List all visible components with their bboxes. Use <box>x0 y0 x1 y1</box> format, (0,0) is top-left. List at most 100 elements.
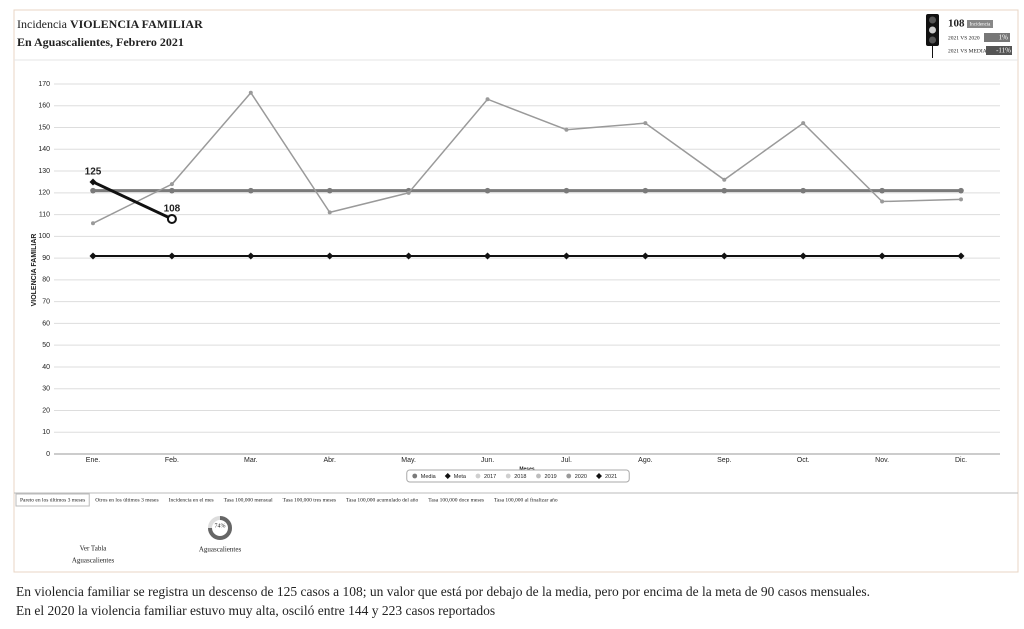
tab[interactable]: Tasa 100,000 doce meses <box>428 497 484 503</box>
marker <box>566 473 572 479</box>
light <box>929 16 936 24</box>
marker <box>643 121 648 126</box>
badge <box>967 20 993 28</box>
legend-label: 2017 <box>484 474 496 480</box>
marker <box>799 252 807 260</box>
marker <box>89 252 97 260</box>
y-tick-label: 130 <box>38 168 50 175</box>
marker <box>642 187 649 194</box>
donut-region: Aguascalientes <box>199 546 242 554</box>
widget-row-label: 2021 VS MEDIA <box>948 48 987 54</box>
marker <box>168 252 176 260</box>
donut-value: 74% <box>215 523 226 529</box>
marker <box>801 121 806 126</box>
marker <box>326 187 333 194</box>
marker <box>166 213 177 224</box>
marker <box>412 473 418 479</box>
tab[interactable]: Otros en los últimos 3 meses <box>95 497 158 503</box>
data-label: 125 <box>85 167 102 178</box>
marker <box>91 221 95 226</box>
badge-text: Incidencia <box>970 23 992 28</box>
marker <box>247 252 255 260</box>
legend-label: 2018 <box>514 474 526 480</box>
tab[interactable]: Pareto en los últimos 3 meses <box>20 497 85 503</box>
marker <box>720 252 728 260</box>
x-tick-label: Jul. <box>561 457 572 464</box>
y-tick-label: 170 <box>38 81 50 88</box>
y-tick-label: 30 <box>42 386 50 393</box>
marker <box>879 187 885 194</box>
y-tick-label: 110 <box>39 211 50 218</box>
series-line <box>92 91 962 224</box>
x-tick-label: Nov. <box>875 457 889 464</box>
tab[interactable]: Tasa 100,000 acumulado del año <box>346 497 418 503</box>
marker <box>959 197 963 202</box>
legend-box <box>406 469 630 483</box>
x-tick-label: Feb. <box>165 457 179 464</box>
tab[interactable]: Incidencia en el mes <box>169 497 214 503</box>
chart-title: Incidencia VIOLENCIA FAMILIAR <box>17 17 203 31</box>
marker <box>169 187 175 194</box>
marker <box>444 473 451 479</box>
marker <box>248 187 254 194</box>
marker <box>327 210 332 215</box>
light <box>929 36 936 44</box>
tab-active <box>15 493 90 507</box>
table-region: Aguascalientes <box>72 557 115 565</box>
y-tick-label: 100 <box>38 233 50 240</box>
x-tick-label: Mar. <box>244 457 258 464</box>
marker <box>641 252 649 260</box>
x-tick-label: Ene. <box>86 457 100 464</box>
y-tick-label: 80 <box>42 277 50 284</box>
tab[interactable]: Tasa 100,000 al finalizar año <box>494 496 558 503</box>
marker <box>562 252 570 260</box>
marker <box>564 127 569 132</box>
legend: Media Meta 2017 2018 2019 2020 2021 <box>412 473 617 480</box>
y-tick-label: 60 <box>42 320 50 327</box>
marker <box>878 252 886 260</box>
marker <box>326 252 334 260</box>
marker <box>90 187 96 194</box>
widget-row-label: 2021 VS 2020 <box>948 35 980 41</box>
y-tick-label: 20 <box>42 407 50 414</box>
marker <box>484 252 492 260</box>
widget-value: 108 <box>948 18 965 30</box>
x-tick-label: Sep. <box>717 457 731 464</box>
tab[interactable]: Tasa 100,000 mensual <box>224 497 273 503</box>
marker <box>406 190 411 195</box>
marker <box>957 252 965 260</box>
marker <box>405 252 413 260</box>
marker <box>721 187 728 194</box>
x-tick-label: Jun. <box>481 457 494 464</box>
change-box <box>986 46 1012 55</box>
legend-label: 2021 <box>605 474 617 480</box>
legend-label: Meta <box>454 474 467 480</box>
marker <box>89 178 97 186</box>
marker <box>505 473 511 479</box>
x-tick-label: Oct. <box>797 457 810 464</box>
legend-label: 2020 <box>575 474 587 480</box>
series-line <box>92 180 173 221</box>
widget-row-change: 1% <box>999 34 1009 42</box>
marker <box>169 182 174 187</box>
y-tick-label: 140 <box>38 146 50 153</box>
table-link[interactable]: Ver Tabla <box>80 545 108 553</box>
marker <box>800 187 806 194</box>
y-tick-label: 0 <box>46 451 50 458</box>
y-tick-label: 50 <box>42 342 50 349</box>
footer-text: En violencia familiar se registra un des… <box>16 584 870 599</box>
y-tick-label: 10 <box>42 429 50 436</box>
y-tick-label: 90 <box>42 255 50 262</box>
light <box>929 26 936 34</box>
x-tick-label: Ago. <box>638 457 652 464</box>
data-label: 108 <box>164 204 181 215</box>
legend-label: Media <box>421 474 437 480</box>
footer-text: En el 2020 la violencia familiar estuvo … <box>16 603 495 618</box>
tab[interactable]: Tasa 100,000 tres meses <box>283 497 336 503</box>
x-tick-label: Dic. <box>955 457 967 464</box>
legend-label: 2019 <box>544 474 556 480</box>
donut-arc <box>208 516 232 540</box>
y-axis-label: VIOLENCIA FAMILIAR <box>31 234 38 307</box>
y-tick-label: 120 <box>38 190 50 197</box>
marker <box>475 473 481 479</box>
